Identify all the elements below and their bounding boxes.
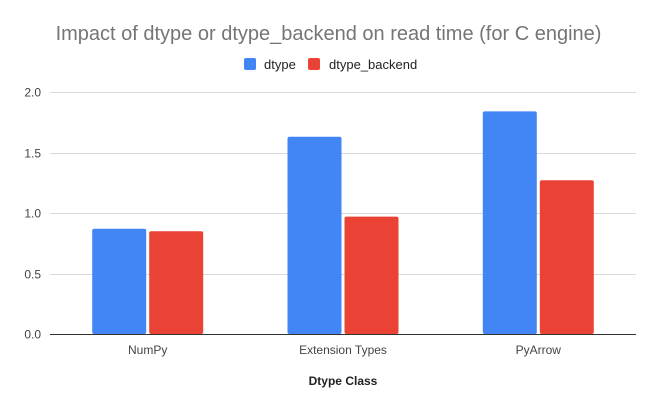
legend-label-dtype: dtype [264, 57, 296, 72]
bar-dtype-numpy [92, 228, 147, 334]
chart-title: Impact of dtype or dtype_backend on read… [56, 23, 602, 45]
y-axis-ticks: 0.0 0.5 1.0 1.5 2.0 [24, 86, 41, 342]
bars [92, 111, 594, 335]
x-tick-label: PyArrow [516, 343, 562, 357]
bar-dtype-backend-extension-types [344, 216, 399, 334]
y-tick-label: 0.5 [24, 268, 41, 282]
x-tick-label: NumPy [128, 343, 167, 357]
bar-dtype-pyarrow [482, 111, 537, 335]
bar-dtype-extension-types [287, 136, 342, 334]
x-axis-ticks: NumPy Extension Types PyArrow [128, 343, 561, 357]
legend: dtype dtype_backend [244, 57, 417, 72]
x-tick-label: Extension Types [299, 343, 387, 357]
x-axis-title: Dtype Class [309, 374, 378, 388]
y-tick-label: 1.0 [24, 207, 41, 221]
legend-swatch-dtype-backend [308, 58, 320, 70]
bar-dtype-backend-numpy [149, 231, 204, 334]
y-tick-label: 2.0 [24, 86, 41, 100]
y-tick-label: 0.0 [24, 328, 41, 342]
bar-dtype-backend-pyarrow [539, 180, 594, 334]
gridlines [50, 92, 636, 275]
legend-swatch-dtype [244, 58, 256, 70]
legend-label-dtype-backend: dtype_backend [329, 57, 417, 72]
y-tick-label: 1.5 [24, 147, 41, 161]
